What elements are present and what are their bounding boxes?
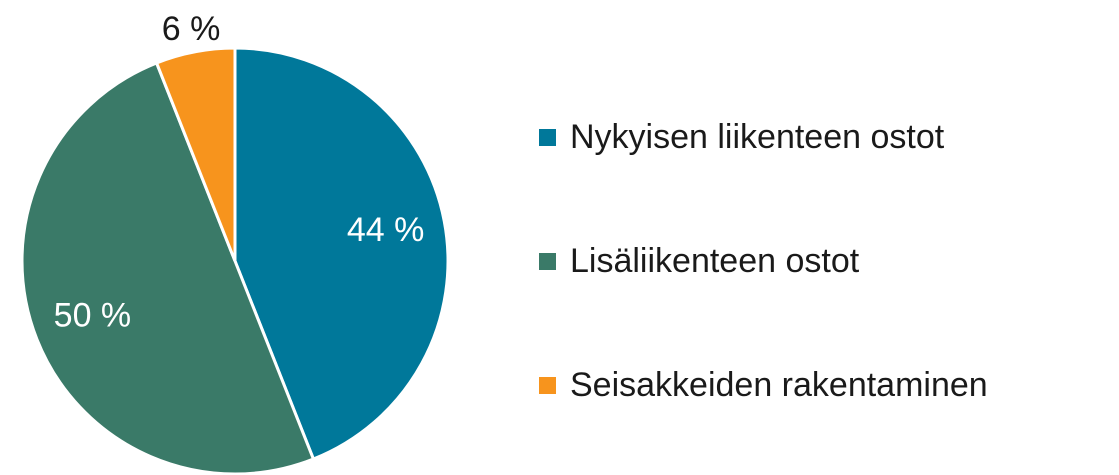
legend-label: Seisakkeiden rakentaminen	[570, 366, 988, 404]
legend-swatch	[539, 377, 556, 394]
data-label: 6 %	[162, 10, 221, 48]
legend-label: Nykyisen liikenteen ostot	[570, 118, 945, 156]
pie-slice	[154, 46, 237, 262]
legend-swatch	[539, 129, 556, 146]
pie-slice	[20, 61, 316, 475]
pie-slice	[233, 46, 450, 461]
legend-swatch	[539, 253, 556, 270]
data-label: 50 %	[54, 296, 132, 334]
legend-label: Lisäliikenteen ostot	[570, 242, 860, 280]
data-label: 44 %	[347, 211, 425, 249]
